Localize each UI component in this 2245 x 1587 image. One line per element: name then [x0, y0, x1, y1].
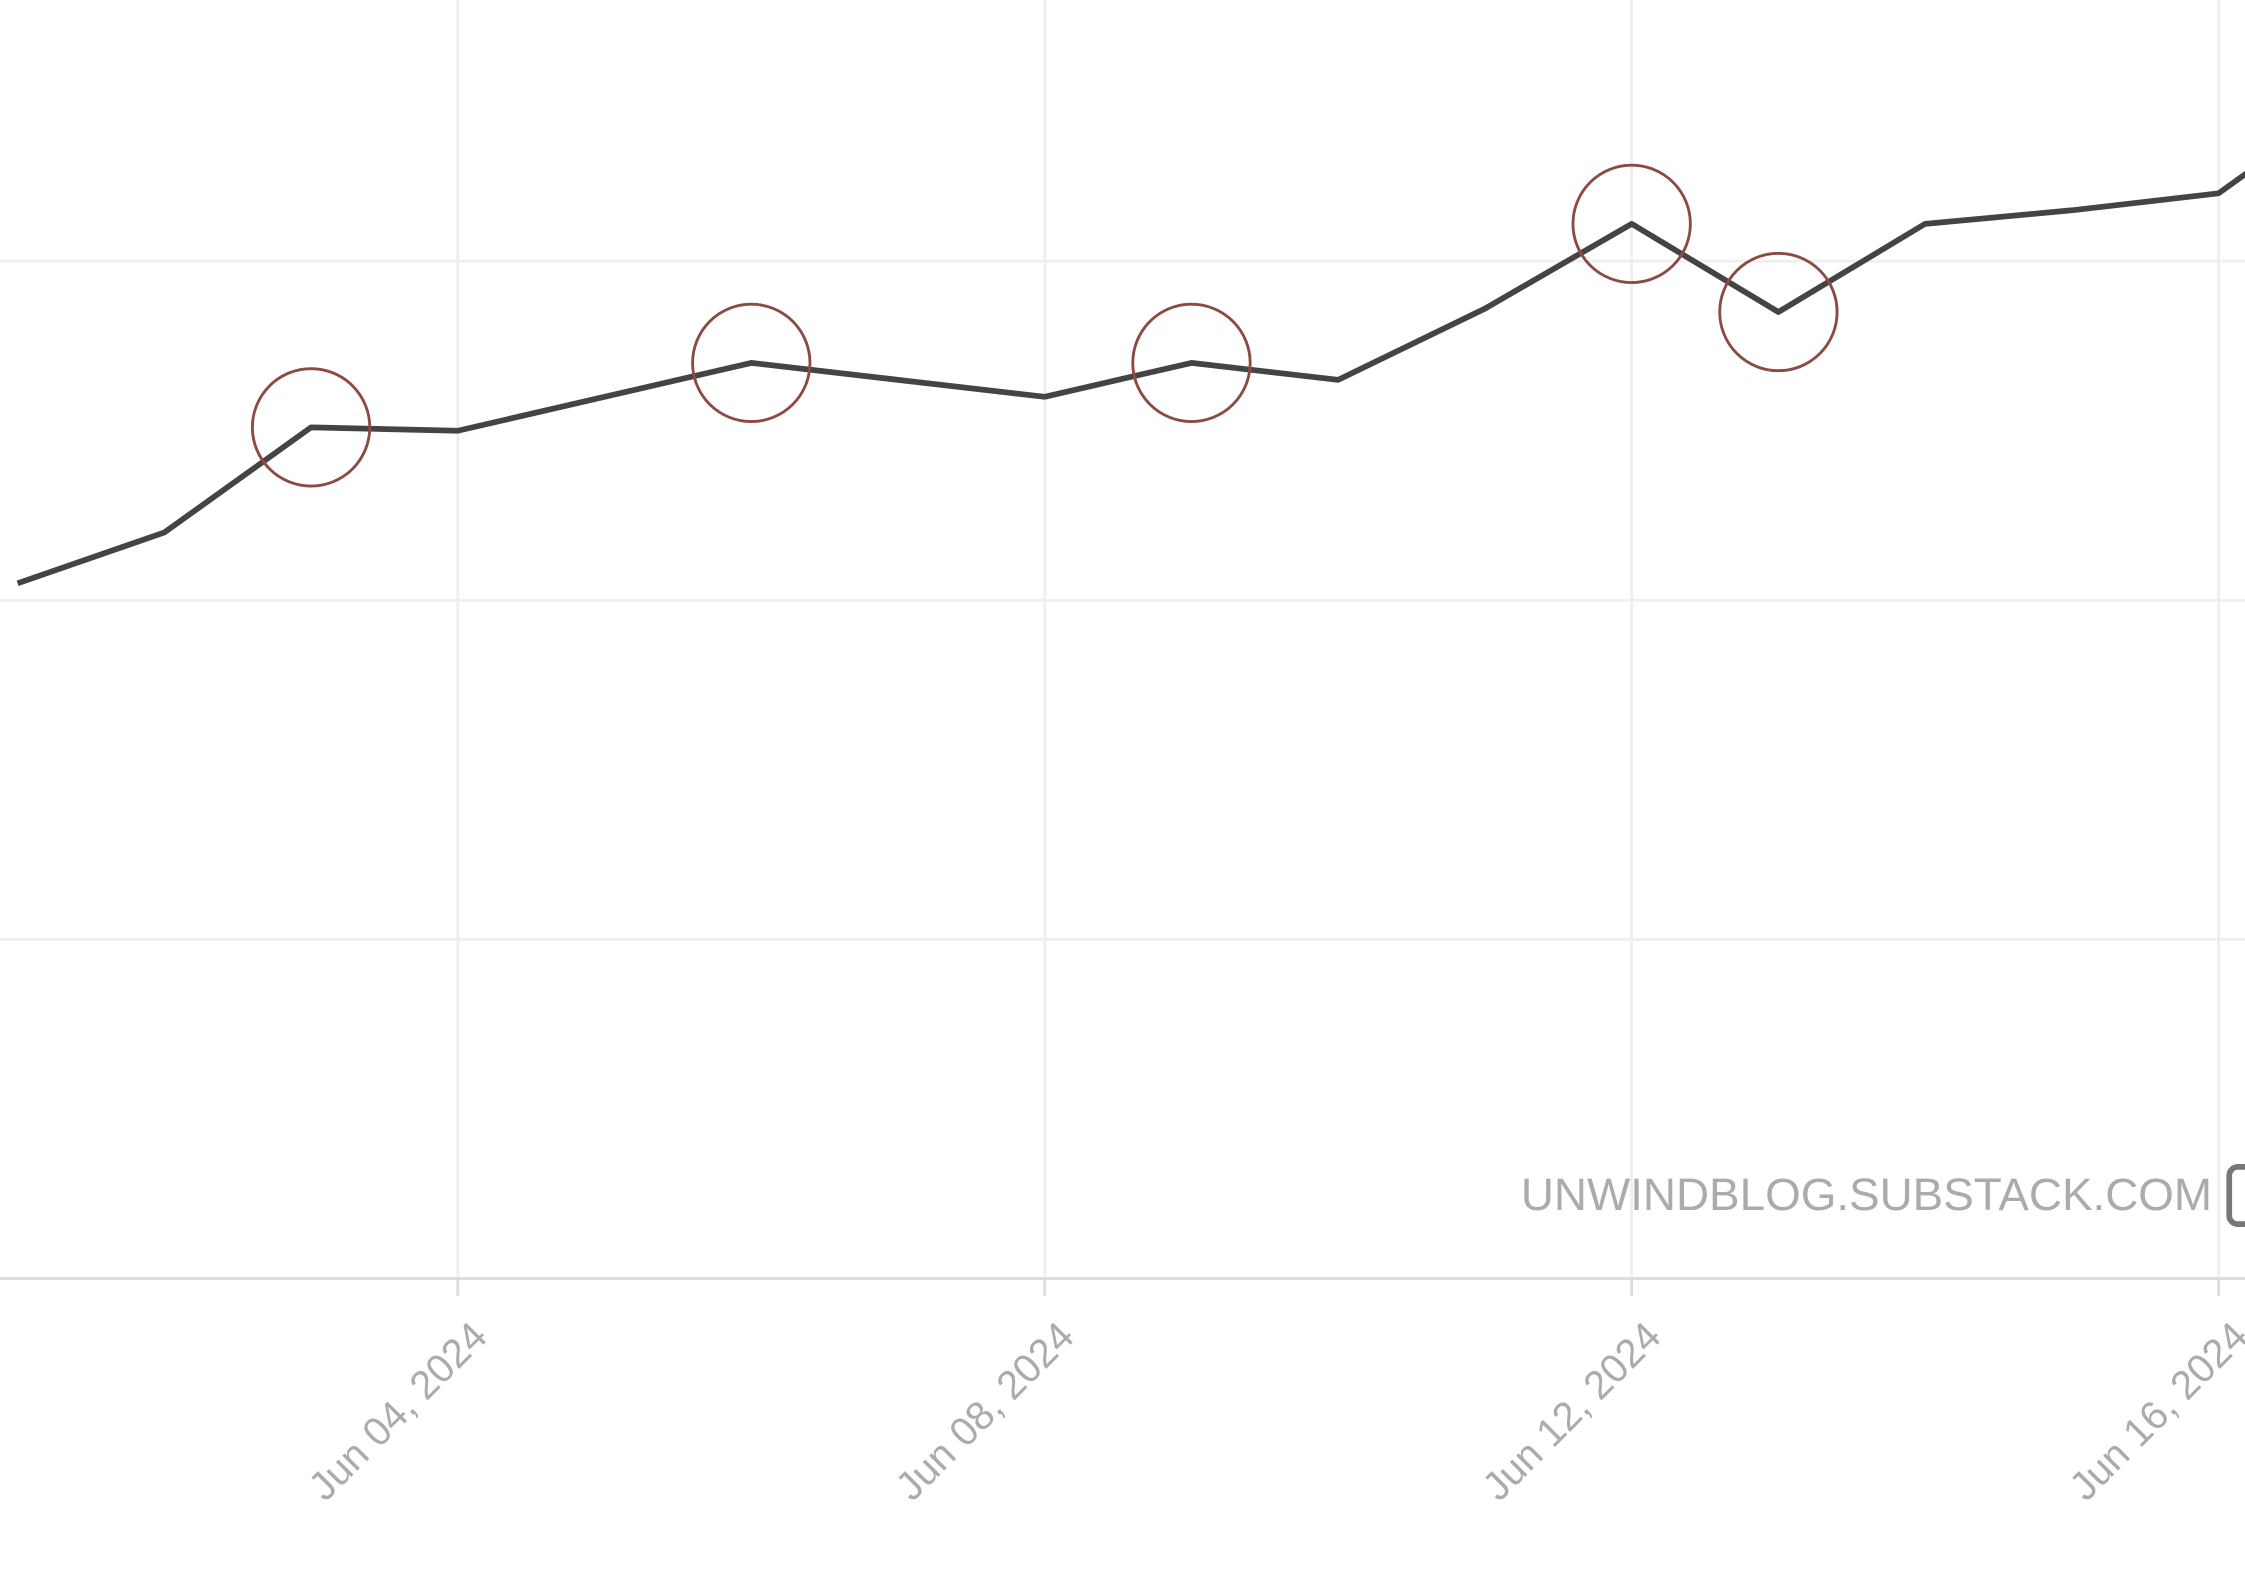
tick-labels: Jun 04, 2024 Jun 08, 2024 Jun 12, 2024 Jun …: [301, 1314, 2245, 1509]
highlight-circle: [691, 302, 812, 424]
highlight-circle: [1571, 163, 1692, 284]
x-tick-label: Jun 08, 2024: [888, 1314, 1083, 1509]
highlight-circle: [1131, 302, 1252, 424]
x-tick-label: Jun 04, 2024: [301, 1314, 496, 1509]
highlight-circle: [250, 367, 372, 488]
watermark-logo: [2226, 1164, 2245, 1228]
highlight-circle: [1718, 251, 1839, 373]
x-tick-label: Jun 12, 2024: [1475, 1314, 1670, 1509]
watermark: UNWINDBLOG.SUBSTACK.COM: [1521, 1169, 2212, 1220]
line-series: [16, 170, 2245, 587]
plot-area: [16, 163, 2245, 587]
grid: [0, 0, 2245, 1296]
x-tick-label: Jun 16, 2024: [2061, 1314, 2245, 1509]
